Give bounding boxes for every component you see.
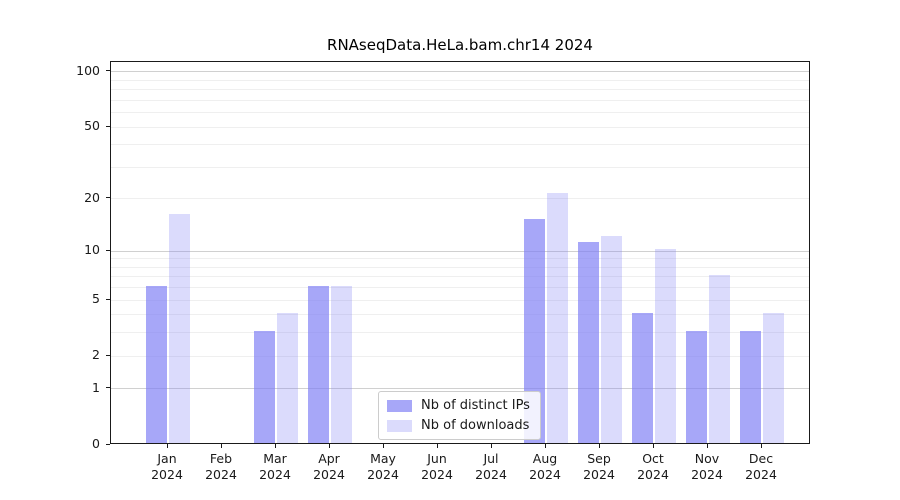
- bar-downloads-jan: [169, 213, 190, 443]
- y-tick-label: 50: [84, 118, 100, 134]
- x-tick-mark: [706, 444, 708, 448]
- minor-gridline: [111, 276, 809, 278]
- y-tick-mark: [106, 197, 110, 199]
- bar-distinct-ips-jan: [146, 285, 167, 443]
- bar-downloads-sep: [601, 235, 622, 443]
- x-tick-mark: [598, 444, 600, 448]
- x-tick-mark: [274, 444, 276, 448]
- major-gridline: [111, 71, 809, 73]
- minor-gridline: [111, 126, 809, 128]
- x-tick-mark: [382, 444, 384, 448]
- y-tick-mark: [106, 70, 110, 72]
- y-tick-mark: [106, 354, 110, 356]
- legend-item-downloads: Nb of downloads: [387, 418, 530, 433]
- legend-swatch-downloads: [387, 419, 412, 432]
- major-gridline: [111, 250, 809, 252]
- chart-title: RNAseqData.HeLa.bam.chr14 2024: [327, 36, 593, 54]
- x-tick-mark: [166, 444, 168, 448]
- bar-downloads-oct: [655, 249, 676, 443]
- minor-gridline: [111, 299, 809, 301]
- x-tick-label-nov: Nov 2024: [691, 451, 723, 482]
- legend: Nb of distinct IPs Nb of downloads: [378, 391, 541, 440]
- minor-gridline: [111, 314, 809, 316]
- minor-gridline: [111, 89, 809, 91]
- minor-gridline: [111, 112, 809, 114]
- legend-label-downloads: Nb of downloads: [421, 418, 530, 433]
- bar-distinct-ips-aug: [524, 218, 545, 443]
- legend-label-distinct-ips: Nb of distinct IPs: [421, 398, 530, 413]
- y-tick-mark: [106, 125, 110, 127]
- x-tick-label-dec: Dec 2024: [745, 451, 777, 482]
- bar-distinct-ips-apr: [308, 285, 329, 443]
- y-tick-mark: [106, 387, 110, 389]
- legend-swatch-distinct-ips: [387, 399, 412, 412]
- x-tick-label-may: May 2024: [367, 451, 399, 482]
- plot-area: [110, 61, 810, 444]
- x-tick-mark: [490, 444, 492, 448]
- x-tick-mark: [436, 444, 438, 448]
- bar-downloads-dec: [763, 312, 784, 443]
- minor-gridline: [111, 332, 809, 334]
- x-tick-label-feb: Feb 2024: [205, 451, 237, 482]
- major-gridline: [111, 388, 809, 390]
- minor-gridline: [111, 266, 809, 268]
- x-tick-mark: [220, 444, 222, 448]
- minor-gridline: [111, 79, 809, 81]
- bar-downloads-nov: [709, 274, 730, 443]
- y-tick-mark: [106, 249, 110, 251]
- bar-downloads-apr: [331, 285, 352, 443]
- minor-gridline: [111, 287, 809, 289]
- x-tick-label-aug: Aug 2024: [529, 451, 561, 482]
- minor-gridline: [111, 144, 809, 146]
- x-tick-label-oct: Oct 2024: [637, 451, 669, 482]
- y-tick-label: 10: [84, 242, 100, 258]
- bar-distinct-ips-dec: [740, 330, 761, 443]
- y-tick-label: 20: [84, 189, 100, 205]
- x-tick-label-sep: Sep 2024: [583, 451, 615, 482]
- y-tick-label: 100: [76, 62, 100, 78]
- minor-gridline: [111, 198, 809, 200]
- minor-gridline: [111, 258, 809, 260]
- minor-gridline: [111, 355, 809, 357]
- x-tick-label-jul: Jul 2024: [475, 451, 507, 482]
- bar-distinct-ips-mar: [254, 330, 275, 443]
- minor-gridline: [111, 99, 809, 101]
- y-tick-label: 2: [92, 347, 100, 363]
- y-tick-mark: [106, 298, 110, 300]
- y-tick-label: 1: [92, 379, 100, 395]
- y-tick-label: 0: [92, 436, 100, 451]
- bar-downloads-aug: [547, 193, 568, 443]
- y-tick-label: 5: [92, 291, 100, 307]
- x-tick-label-jun: Jun 2024: [421, 451, 453, 482]
- bar-distinct-ips-oct: [632, 312, 653, 443]
- x-tick-mark: [544, 444, 546, 448]
- bar-downloads-mar: [277, 312, 298, 443]
- x-tick-mark: [328, 444, 330, 448]
- bar-distinct-ips-sep: [578, 242, 599, 443]
- bar-distinct-ips-nov: [686, 330, 707, 443]
- x-tick-label-mar: Mar 2024: [259, 451, 291, 482]
- y-tick-mark: [106, 443, 110, 445]
- x-tick-label-jan: Jan 2024: [151, 451, 183, 482]
- minor-gridline: [111, 166, 809, 168]
- x-tick-label-apr: Apr 2024: [313, 451, 345, 482]
- x-tick-mark: [652, 444, 654, 448]
- legend-item-distinct-ips: Nb of distinct IPs: [387, 398, 530, 413]
- x-tick-mark: [760, 444, 762, 448]
